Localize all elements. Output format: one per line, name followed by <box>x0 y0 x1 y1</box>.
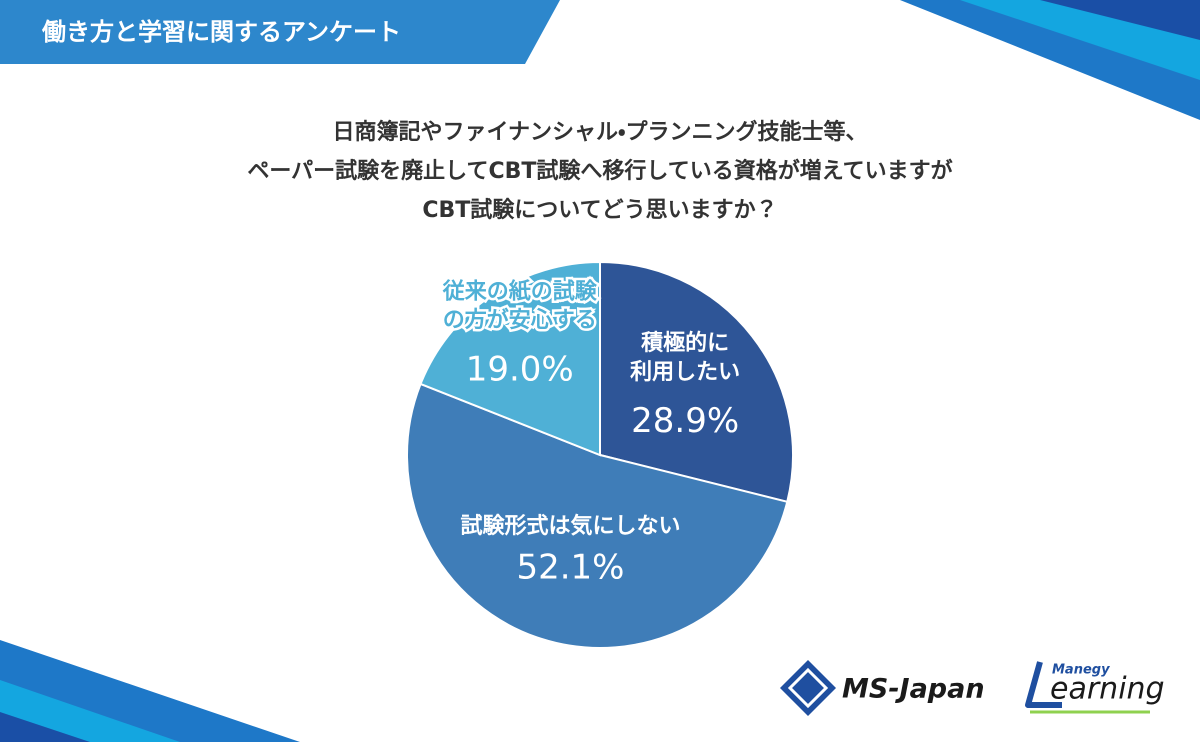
category-label: 積極的に利用したい <box>630 330 740 385</box>
brand-small: Manegy <box>1052 663 1110 678</box>
pie <box>406 260 794 649</box>
pie-slice <box>406 382 789 649</box>
header-banner <box>0 0 560 64</box>
brand-name: earning <box>1050 672 1165 707</box>
header-title: 働き方と学習に関するアンケート <box>41 18 401 46</box>
ms-japan-logo: MS-Japan <box>780 660 985 716</box>
corner-stripe <box>0 680 180 742</box>
learning-logo: Manegy earning <box>1025 661 1165 714</box>
pie-slice <box>599 260 794 504</box>
title-line: ペーパー試験を廃止してCBT試験へ移行している資格が増えていますが <box>247 158 952 184</box>
title-line: CBT試験についてどう思いますか？ <box>422 197 777 223</box>
pie-slice <box>419 260 601 457</box>
value-label: 19.0% <box>466 349 574 389</box>
corner-stripe <box>0 712 90 742</box>
corner-stripe <box>1040 0 1200 40</box>
category-label: 従来の紙の試験の方が安心する <box>442 279 598 334</box>
category-label: 試験形式は気にしない <box>460 513 680 539</box>
title-line: 日商簿記やファイナンシャル・プランニング技能士等、 <box>332 119 867 145</box>
company-name: MS-Japan <box>842 674 985 705</box>
value-label: 52.1% <box>516 547 624 587</box>
value-label: 28.9% <box>631 401 739 441</box>
pie-labels: 積極的に利用したい 28.9% 試験形式は気にしない 52.1% 従来の紙の試験の方が安… <box>439 276 740 587</box>
chart-title: 日商簿記やファイナンシャル・プランニング技能士等、ペーパー試験を廃止してCBT試… <box>247 119 952 223</box>
